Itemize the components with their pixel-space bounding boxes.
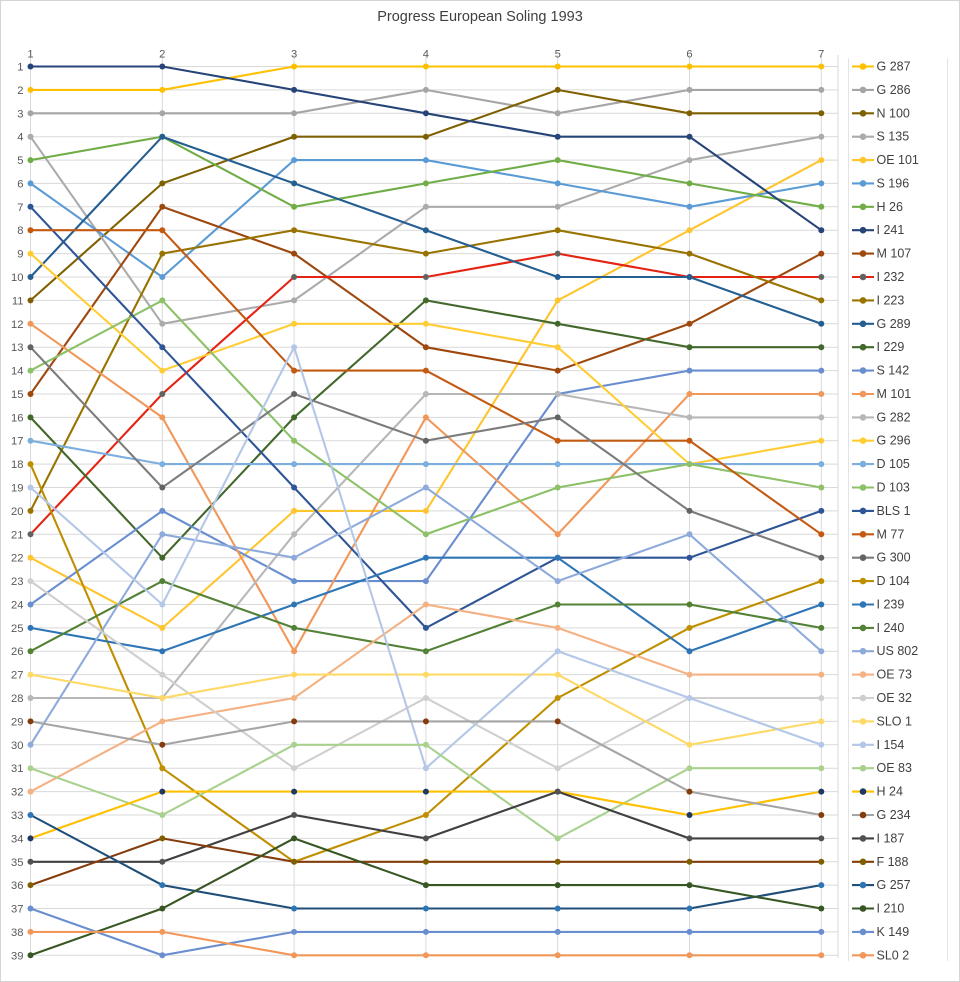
svg-text:G 300: G 300	[877, 551, 911, 565]
svg-text:2: 2	[17, 85, 23, 97]
svg-text:10: 10	[11, 272, 23, 284]
svg-text:SL0 2: SL0 2	[877, 948, 910, 962]
svg-text:36: 36	[11, 880, 23, 892]
svg-text:6: 6	[17, 178, 23, 190]
svg-text:1: 1	[17, 62, 23, 74]
svg-text:I 239: I 239	[877, 598, 905, 612]
svg-text:3: 3	[291, 48, 297, 60]
svg-text:7: 7	[818, 48, 824, 60]
svg-text:I 240: I 240	[877, 621, 905, 635]
svg-text:19: 19	[11, 483, 23, 495]
svg-text:39: 39	[11, 950, 23, 962]
svg-text:7: 7	[17, 202, 23, 214]
svg-text:I 223: I 223	[877, 293, 905, 307]
svg-text:OE 101: OE 101	[877, 153, 919, 167]
svg-text:11: 11	[12, 295, 24, 307]
svg-text:20: 20	[11, 506, 23, 518]
svg-text:16: 16	[11, 412, 23, 424]
svg-text:G 282: G 282	[877, 410, 911, 424]
svg-text:I 241: I 241	[877, 223, 905, 237]
svg-text:S 196: S 196	[877, 176, 910, 190]
svg-text:G 286: G 286	[877, 83, 911, 97]
svg-text:OE 73: OE 73	[877, 668, 912, 682]
svg-text:G 257: G 257	[877, 878, 911, 892]
svg-text:I 232: I 232	[877, 270, 905, 284]
svg-text:D 104: D 104	[877, 574, 910, 588]
svg-text:D 105: D 105	[877, 457, 910, 471]
svg-text:G 289: G 289	[877, 317, 911, 331]
svg-text:32: 32	[11, 787, 23, 799]
svg-text:9: 9	[17, 249, 23, 261]
svg-text:OE 32: OE 32	[877, 691, 912, 705]
svg-text:M 107: M 107	[877, 247, 912, 261]
svg-text:21: 21	[11, 529, 23, 541]
svg-text:22: 22	[11, 553, 23, 565]
svg-text:4: 4	[423, 48, 429, 60]
svg-text:35: 35	[11, 857, 23, 869]
svg-text:D 103: D 103	[877, 481, 910, 495]
svg-text:K 149: K 149	[877, 925, 910, 939]
svg-text:5: 5	[17, 155, 23, 167]
svg-text:M 77: M 77	[877, 527, 905, 541]
svg-text:G 287: G 287	[877, 60, 911, 74]
svg-text:BLS 1: BLS 1	[877, 504, 911, 518]
svg-text:18: 18	[11, 459, 23, 471]
svg-text:38: 38	[11, 927, 23, 939]
svg-text:G 234: G 234	[877, 808, 911, 822]
svg-text:23: 23	[11, 576, 23, 588]
svg-text:29: 29	[11, 716, 23, 728]
svg-text:H 26: H 26	[877, 200, 903, 214]
svg-text:I 229: I 229	[877, 340, 905, 354]
svg-text:1: 1	[27, 48, 33, 60]
svg-text:US 802: US 802	[877, 644, 919, 658]
svg-text:I 210: I 210	[877, 902, 905, 916]
svg-text:2: 2	[159, 48, 165, 60]
svg-text:6: 6	[686, 48, 692, 60]
svg-text:33: 33	[11, 810, 23, 822]
svg-text:14: 14	[11, 366, 23, 378]
svg-text:N 100: N 100	[877, 106, 910, 120]
svg-text:34: 34	[11, 833, 23, 845]
svg-text:8: 8	[17, 225, 23, 237]
svg-text:OE 83: OE 83	[877, 761, 912, 775]
svg-text:I 154: I 154	[877, 738, 905, 752]
svg-text:31: 31	[11, 763, 23, 775]
svg-text:24: 24	[11, 600, 23, 612]
svg-text:17: 17	[11, 436, 23, 448]
svg-text:SLO 1: SLO 1	[877, 714, 912, 728]
svg-text:27: 27	[11, 670, 23, 682]
svg-text:12: 12	[11, 319, 23, 331]
svg-text:3: 3	[17, 108, 23, 120]
svg-text:5: 5	[555, 48, 561, 60]
svg-text:15: 15	[11, 389, 23, 401]
svg-text:I 187: I 187	[877, 831, 905, 845]
svg-text:26: 26	[11, 646, 23, 658]
svg-text:G 296: G 296	[877, 434, 911, 448]
svg-text:H 24: H 24	[877, 785, 903, 799]
svg-text:30: 30	[11, 740, 23, 752]
svg-text:37: 37	[11, 904, 23, 916]
svg-text:S 142: S 142	[877, 364, 910, 378]
svg-text:28: 28	[11, 693, 23, 705]
svg-text:13: 13	[11, 342, 23, 354]
svg-text:F 188: F 188	[877, 855, 909, 869]
svg-text:4: 4	[17, 132, 23, 144]
svg-text:25: 25	[11, 623, 23, 635]
svg-text:S 135: S 135	[877, 130, 910, 144]
svg-text:M 101: M 101	[877, 387, 912, 401]
svg-text:Progress European Soling 1993: Progress European Soling 1993	[377, 9, 583, 25]
